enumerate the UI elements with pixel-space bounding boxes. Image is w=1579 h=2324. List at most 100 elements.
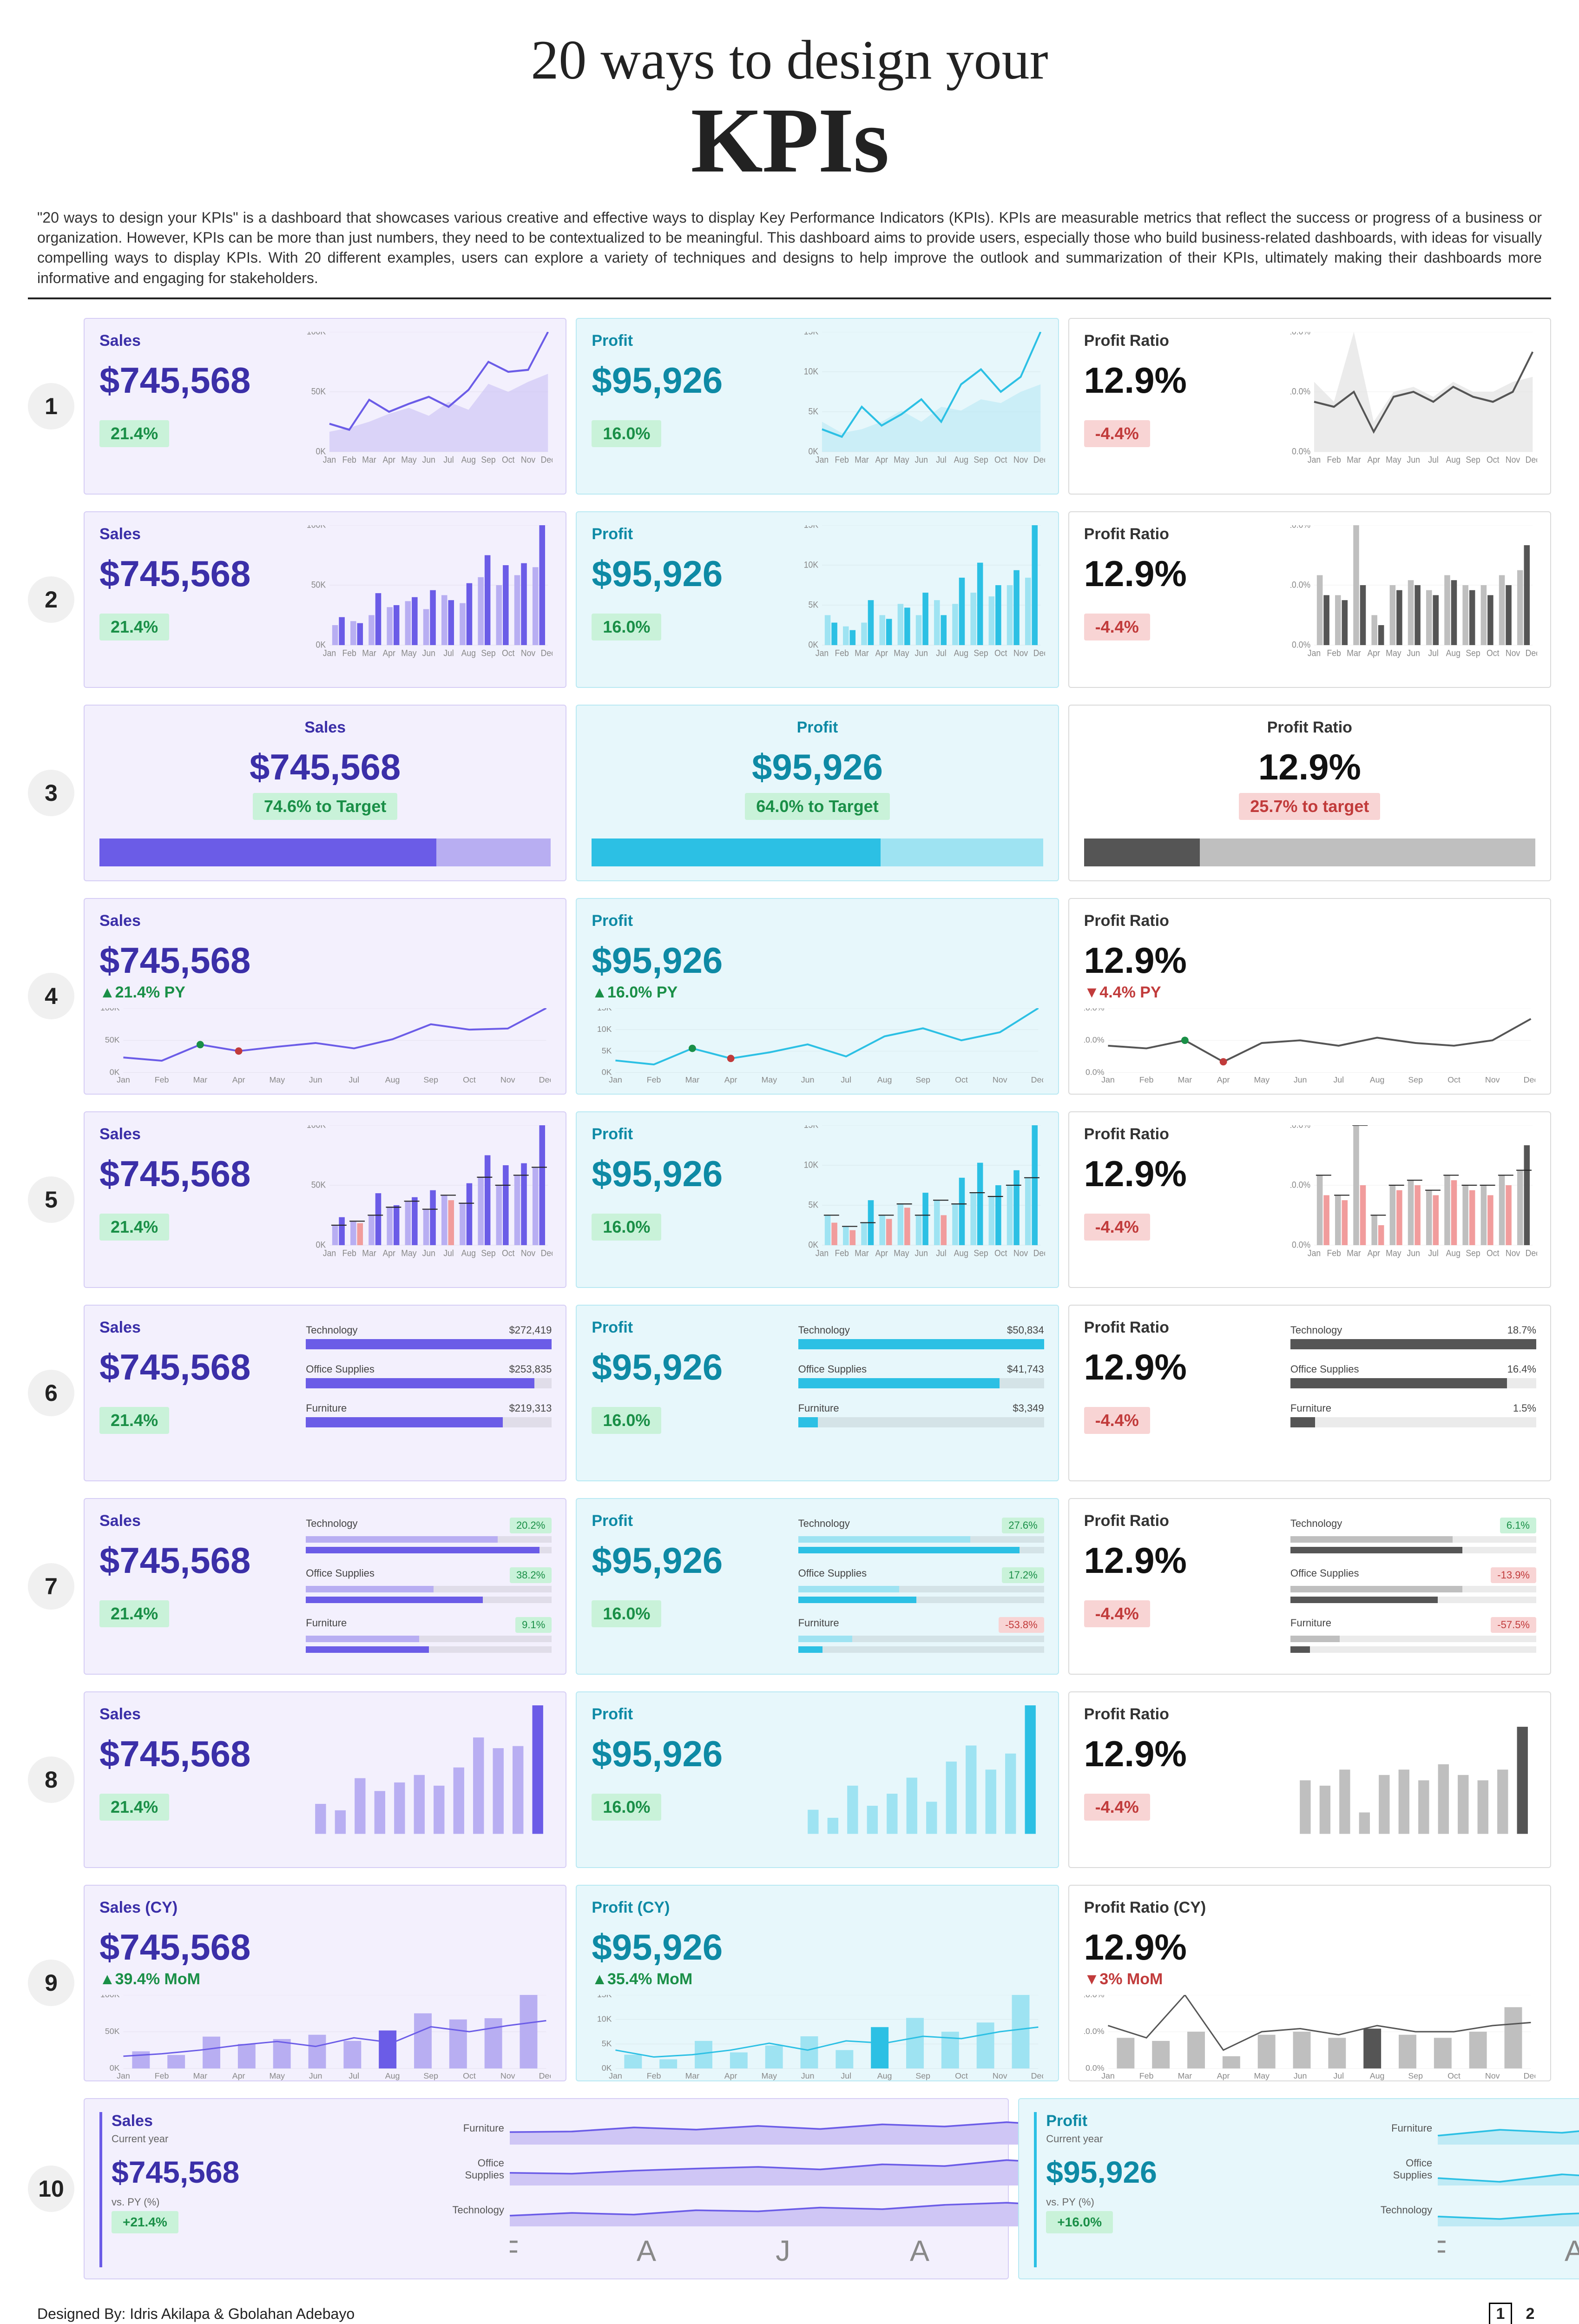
svg-text:Jul: Jul (1333, 2071, 1344, 2080)
svg-text:Oct: Oct (994, 648, 1007, 658)
svg-text:A: A (1565, 2235, 1579, 2267)
profit-delta-pill: 16.0% (592, 1600, 661, 1627)
svg-text:Aug: Aug (385, 2071, 400, 2080)
ratio-label: Profit Ratio (1084, 719, 1535, 737)
svg-text:100K: 100K (100, 1995, 120, 1999)
svg-text:Sep: Sep (423, 2071, 438, 2080)
row-number-7: 7 (28, 1563, 74, 1610)
svg-text:100K: 100K (307, 332, 326, 337)
svg-text:Mar: Mar (685, 2071, 700, 2080)
svg-text:5K: 5K (808, 1199, 818, 1209)
svg-text:Apr: Apr (1367, 455, 1380, 465)
row-number-5: 5 (28, 1176, 74, 1223)
svg-text:Mar: Mar (685, 1075, 700, 1084)
profit-chart: 0K5K10K15KJanFebMarAprMayJunJulAugSepOct… (798, 525, 1045, 659)
sales-chart: 0K50K100KJanFebMarAprMayJunJulAugSepOctN… (306, 1125, 553, 1259)
svg-text:Mar: Mar (1347, 1248, 1361, 1258)
svg-text:15K: 15K (803, 525, 818, 530)
svg-text:Oct: Oct (502, 648, 514, 658)
svg-text:20.0%: 20.0% (1290, 525, 1310, 530)
sales-value: $745,568 (112, 2154, 439, 2190)
sales-chart: 0K50K100KJanFebMarAprMayJunJulAugSepOctN… (99, 1995, 551, 2069)
svg-text:Oct: Oct (1447, 1075, 1461, 1084)
svg-text:Dec: Dec (541, 1248, 553, 1258)
sales-label: Sales (112, 2112, 439, 2130)
sales-cat-1: Office Supplies$253,835 (306, 1363, 552, 1388)
svg-text:Jun: Jun (309, 1075, 322, 1084)
sales-delta-pill: 21.4% (99, 1794, 169, 1821)
profit-chart (798, 1705, 1045, 1839)
ratio-cat-0: Technology 6.1% (1290, 1518, 1536, 1553)
row-number-8: 8 (28, 1756, 74, 1803)
svg-text:Feb: Feb (835, 1248, 849, 1258)
ratio-target-pill: 25.7% to target (1239, 793, 1380, 820)
profit-delta-pill: 16.0% (592, 1794, 661, 1821)
row-number-3: 3 (28, 770, 74, 816)
ratio-py-delta: ▼4.4% PY (1084, 984, 1535, 1002)
svg-text:J: J (776, 2235, 790, 2267)
svg-text:Jan: Jan (815, 455, 828, 465)
svg-text:May: May (894, 1248, 909, 1258)
svg-text:Nov: Nov (1485, 1075, 1500, 1084)
svg-text:10K: 10K (803, 1159, 818, 1169)
sales-vs: vs. PY (%) (112, 2196, 439, 2208)
svg-text:Feb: Feb (1139, 1075, 1153, 1084)
pager: 1 2 (1489, 2303, 1542, 2324)
svg-text:Oct: Oct (1487, 455, 1499, 465)
svg-text:Oct: Oct (463, 1075, 476, 1084)
ratio-chart: 0.0%10.0%20.0%JanFebMarAprMayJunJulAugSe… (1290, 332, 1537, 466)
svg-text:Aug: Aug (461, 1248, 476, 1258)
row-number-10: 10 (28, 2166, 74, 2212)
page-2[interactable]: 2 (1519, 2303, 1542, 2324)
card-sales: Sales $745,568 21.4% Technology$272,419 … (84, 1305, 566, 1481)
svg-text:Dec: Dec (1031, 2071, 1043, 2080)
ratio-cat-1: Office Supplies16.4% (1290, 1363, 1536, 1388)
svg-text:A: A (637, 2235, 656, 2267)
page-1[interactable]: 1 (1489, 2303, 1512, 2324)
svg-text:50K: 50K (311, 386, 326, 396)
card-sales: Sales $745,568 74.6% to Target (84, 705, 566, 881)
svg-text:Aug: Aug (954, 648, 968, 658)
row-number-4: 4 (28, 973, 74, 1019)
svg-text:May: May (1386, 455, 1401, 465)
svg-text:Oct: Oct (994, 455, 1007, 465)
svg-text:5K: 5K (602, 1046, 612, 1055)
svg-text:10K: 10K (803, 559, 818, 569)
card-ratio: Profit Ratio 12.9% -4.4% (1068, 1691, 1551, 1868)
profit-cat-0: Technology 27.6% (798, 1518, 1044, 1553)
profit-mini-0: Furniture (1376, 2112, 1579, 2145)
svg-text:Mar: Mar (362, 1248, 376, 1258)
description: "20 ways to design your KPIs" is a dashb… (37, 208, 1542, 288)
profit-vs: vs. PY (%) (1046, 2196, 1367, 2208)
row-10: 10 Sales Current year $745,568 vs. PY (%… (28, 2098, 1551, 2279)
svg-text:Dec: Dec (1033, 455, 1045, 465)
svg-text:Dec: Dec (1033, 648, 1045, 658)
svg-text:Dec: Dec (539, 1075, 551, 1084)
ratio-mom: ▼3% MoM (1084, 1970, 1535, 1988)
svg-text:Mar: Mar (362, 648, 376, 658)
profit-cat-0: Technology$50,834 (798, 1324, 1044, 1349)
svg-text:Jan: Jan (815, 648, 828, 658)
svg-text:May: May (1386, 1248, 1401, 1258)
svg-text:Jan: Jan (1101, 1075, 1115, 1084)
card-sales: Sales $745,568 ▲21.4% PY 0K50K100KJanFeb… (84, 898, 566, 1095)
svg-text:Nov: Nov (500, 1075, 515, 1084)
svg-text:May: May (894, 648, 909, 658)
ratio-cat-0: Technology18.7% (1290, 1324, 1536, 1349)
svg-text:Dec: Dec (1523, 1075, 1535, 1084)
ratio-value: 12.9% (1084, 746, 1535, 788)
sales-chart: 0K50K100KJanFebMarAprMayJunJulAugSepOctN… (306, 525, 553, 659)
svg-text:Jun: Jun (1293, 2071, 1307, 2080)
svg-text:Jan: Jan (323, 648, 336, 658)
ratio-chart: 0.0%10.0%20.0%JanFebMarAprMayJunJulAugSe… (1290, 525, 1537, 659)
card-ratio: Profit Ratio 12.9% -4.4% 0.0%10.0%20.0%J… (1068, 511, 1551, 688)
svg-text:Feb: Feb (1139, 2071, 1153, 2080)
svg-text:Oct: Oct (955, 2071, 968, 2080)
card-sales: Sales $745,568 21.4% 0K50K100KJanFebMarA… (84, 1111, 566, 1288)
profit-cat-1: Office Supplies$41,743 (798, 1363, 1044, 1388)
svg-text:Apr: Apr (383, 1248, 395, 1258)
ratio-chart (1290, 1705, 1537, 1839)
svg-text:Jan: Jan (1308, 455, 1321, 465)
row-number-1: 1 (28, 383, 74, 429)
sales-cat-0: Technology$272,419 (306, 1324, 552, 1349)
